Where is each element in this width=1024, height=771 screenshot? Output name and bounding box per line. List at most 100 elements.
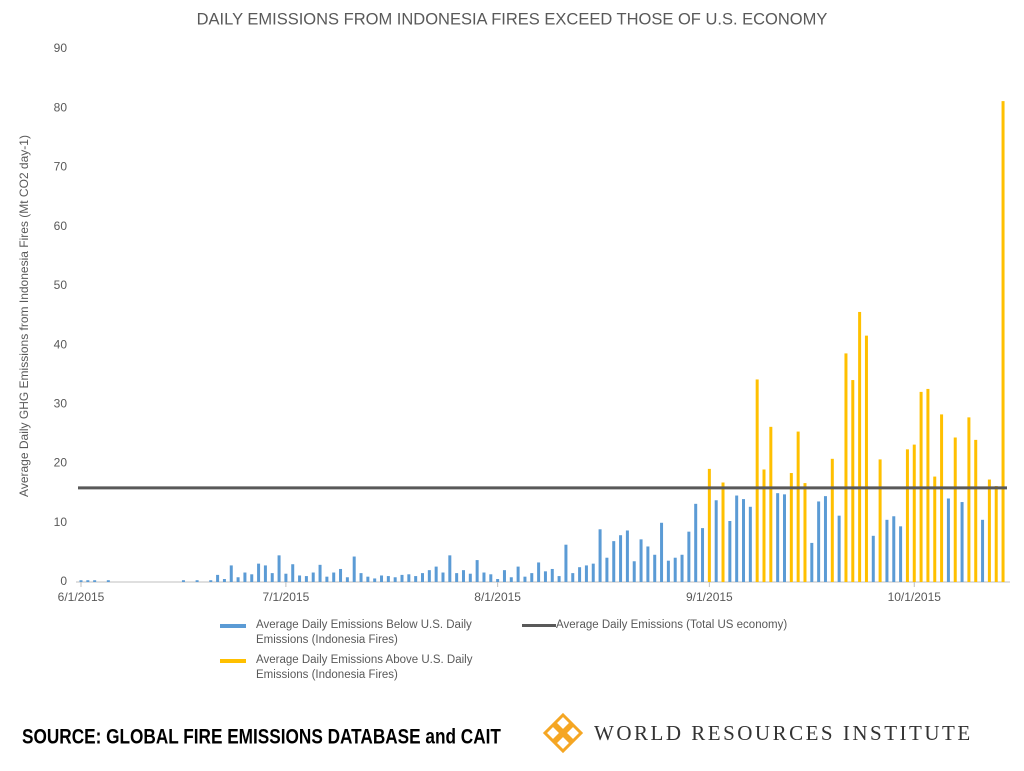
bar: [694, 503, 698, 582]
bar: [625, 530, 629, 582]
y-tick-label: 50: [54, 278, 68, 292]
bar: [393, 577, 397, 582]
bar: [407, 574, 411, 582]
y-tick-label: 60: [54, 219, 68, 233]
legend-item: Average Daily Emissions (Total US econom…: [522, 618, 842, 633]
x-tick-label: 6/1/2015: [58, 590, 105, 604]
bar: [905, 449, 909, 582]
bar: [687, 531, 691, 582]
bar: [851, 380, 855, 582]
bar: [461, 570, 465, 582]
bar: [639, 539, 643, 582]
bar: [578, 567, 582, 582]
bar: [318, 564, 322, 582]
bar: [967, 417, 971, 582]
bar: [769, 426, 773, 582]
bar: [496, 579, 500, 582]
bar: [591, 563, 595, 582]
bar: [714, 500, 718, 582]
bar: [434, 566, 438, 582]
bar: [304, 576, 308, 582]
bar: [564, 544, 568, 582]
y-tick-label: 20: [54, 456, 68, 470]
bar: [892, 516, 896, 582]
source: SOURCE: GLOBAL FIRE EMISSIONS DATABASE a…: [22, 726, 501, 749]
bar: [195, 580, 199, 582]
bar: [926, 388, 930, 582]
bar: [386, 576, 390, 582]
bar: [339, 568, 343, 582]
bar: [516, 566, 520, 582]
bar: [762, 469, 766, 582]
bar: [543, 571, 547, 582]
bar: [537, 562, 541, 582]
bar: [742, 499, 746, 582]
bar: [776, 493, 780, 582]
legend-label: Average Daily Emissions Above U.S. Daily…: [256, 654, 473, 681]
bar: [257, 563, 261, 582]
bar: [953, 437, 957, 582]
bar: [701, 528, 705, 582]
bar: [311, 572, 315, 582]
y-tick-label: 90: [54, 41, 68, 55]
bar: [946, 498, 950, 582]
bar: [899, 526, 903, 582]
x-tick-label: 7/1/2015: [263, 590, 310, 604]
bar: [93, 580, 97, 582]
organization: WORLD RESOURCES INSTITUTE: [594, 721, 973, 745]
bar: [523, 576, 527, 582]
bar: [489, 574, 493, 582]
bar: [817, 501, 821, 582]
bar: [960, 502, 964, 582]
bar: [864, 335, 868, 582]
bar: [653, 554, 657, 582]
bar: [721, 482, 725, 582]
bar: [482, 572, 486, 582]
bar: [933, 476, 937, 582]
bar: [530, 573, 534, 582]
bar: [598, 529, 602, 582]
bar: [782, 494, 786, 582]
y-tick-label: 30: [54, 397, 68, 411]
bar: [981, 519, 985, 582]
bar: [755, 379, 759, 582]
bar: [878, 459, 882, 582]
bar: [229, 565, 233, 582]
bar: [250, 574, 254, 582]
bar: [858, 311, 862, 582]
bar: [707, 468, 711, 582]
bar: [796, 431, 800, 582]
logo: [542, 712, 584, 754]
bar: [448, 555, 452, 582]
bar: [748, 506, 752, 582]
bar: [605, 557, 609, 582]
bar: [728, 521, 732, 582]
bar: [284, 573, 288, 582]
y-tick-label: 0: [60, 574, 67, 588]
bar: [332, 572, 336, 582]
bar: [400, 574, 404, 582]
bar: [468, 573, 472, 582]
bar: [803, 483, 807, 582]
bar: [427, 570, 431, 582]
y-tick-label: 10: [54, 515, 68, 529]
bar: [373, 578, 377, 582]
legend-item: Average Daily Emissions Above U.S. Daily…: [220, 653, 510, 683]
bar: [181, 580, 185, 582]
bar: [823, 496, 827, 582]
bar: [994, 486, 998, 582]
bar: [421, 573, 424, 582]
bar: [509, 577, 513, 582]
legend-label: Average Daily Emissions (Total US econom…: [556, 619, 788, 631]
bar: [619, 535, 623, 582]
bar: [844, 353, 848, 582]
bar: [263, 565, 267, 582]
y-tick-label: 40: [54, 337, 68, 351]
legend-swatch: [220, 659, 246, 663]
y-axis-label: Average Daily GHG Emissions from Indones…: [17, 135, 31, 497]
bar: [209, 580, 213, 582]
bar: [345, 577, 349, 582]
bar: [359, 573, 363, 582]
bar: [216, 574, 220, 582]
bar: [632, 561, 636, 582]
